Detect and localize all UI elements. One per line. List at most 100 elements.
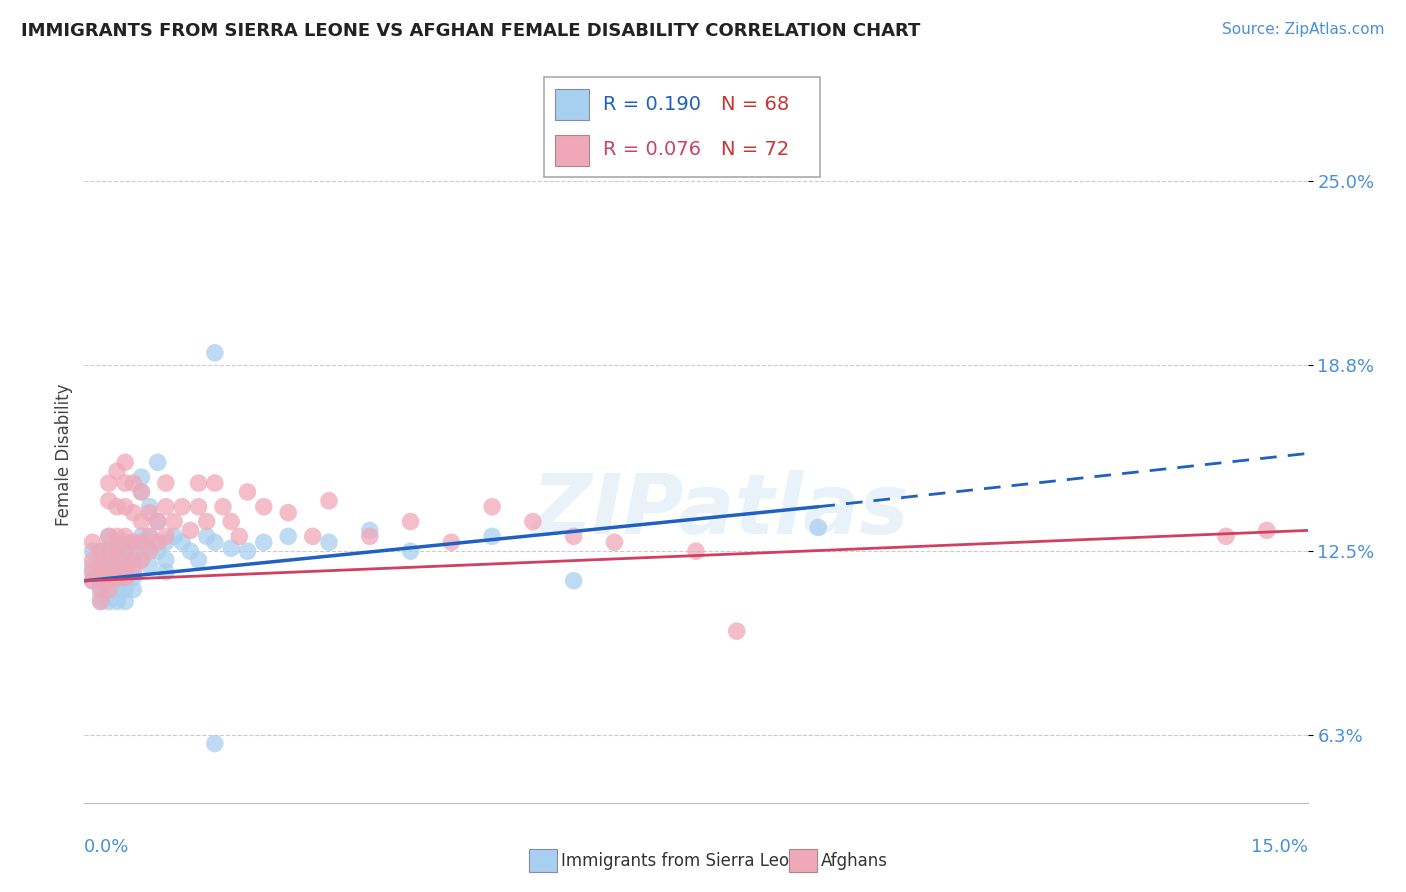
Point — [155, 500, 177, 514]
Point — [155, 529, 177, 543]
Point — [359, 524, 381, 538]
Point — [105, 529, 128, 543]
Point — [122, 476, 145, 491]
Point — [146, 515, 169, 529]
Point — [122, 565, 145, 579]
Point — [236, 484, 259, 499]
Point — [82, 574, 104, 588]
Point — [131, 541, 153, 556]
Point — [138, 500, 160, 514]
Point — [481, 529, 503, 543]
Point — [122, 558, 145, 573]
Point — [122, 535, 145, 549]
Point — [228, 529, 250, 543]
Point — [90, 571, 112, 585]
Point — [204, 737, 226, 751]
Point — [155, 553, 177, 567]
Point — [105, 594, 128, 608]
Point — [90, 594, 112, 608]
Text: 15.0%: 15.0% — [1250, 838, 1308, 856]
Point — [163, 529, 186, 543]
Point — [90, 580, 112, 594]
Text: 0.0%: 0.0% — [84, 838, 129, 856]
Point — [204, 535, 226, 549]
Point — [90, 558, 112, 573]
Point — [138, 541, 160, 556]
Text: N = 68: N = 68 — [721, 95, 790, 114]
Point — [105, 558, 128, 573]
Point — [219, 515, 242, 529]
Point — [114, 455, 136, 469]
Point — [1215, 529, 1237, 543]
Point — [97, 529, 120, 543]
Point — [146, 515, 169, 529]
Point — [82, 553, 104, 567]
Point — [90, 594, 112, 608]
Point — [82, 558, 104, 573]
Point — [97, 565, 120, 579]
Point — [562, 529, 585, 543]
Point — [146, 535, 169, 549]
Point — [131, 535, 153, 549]
Point — [105, 464, 128, 478]
Point — [163, 515, 186, 529]
Point — [481, 500, 503, 514]
Point — [90, 544, 112, 558]
Point — [97, 574, 120, 588]
Point — [90, 582, 112, 597]
Point — [187, 553, 209, 567]
Point — [90, 553, 112, 567]
Point — [114, 571, 136, 585]
FancyBboxPatch shape — [555, 89, 589, 120]
Point — [90, 562, 112, 576]
Y-axis label: Female Disability: Female Disability — [55, 384, 73, 526]
Point — [114, 558, 136, 573]
Point — [138, 529, 160, 543]
Point — [122, 535, 145, 549]
Point — [114, 529, 136, 543]
Point — [685, 544, 707, 558]
Point — [212, 500, 235, 514]
Point — [82, 574, 104, 588]
Point — [97, 544, 120, 558]
Point — [114, 571, 136, 585]
Point — [440, 535, 463, 549]
Point — [114, 558, 136, 573]
Point — [359, 529, 381, 543]
Text: ZIPatlas: ZIPatlas — [531, 470, 910, 551]
Point — [105, 571, 128, 585]
Point — [105, 547, 128, 561]
Point — [122, 553, 145, 567]
Point — [82, 565, 104, 579]
Point — [138, 506, 160, 520]
Point — [105, 571, 128, 585]
Point — [187, 500, 209, 514]
Point — [122, 547, 145, 561]
Point — [195, 529, 218, 543]
Text: N = 72: N = 72 — [721, 140, 790, 159]
Text: Source: ZipAtlas.com: Source: ZipAtlas.com — [1222, 22, 1385, 37]
Point — [97, 493, 120, 508]
Point — [105, 535, 128, 549]
Point — [138, 529, 160, 543]
Point — [82, 535, 104, 549]
Point — [277, 529, 299, 543]
Point — [155, 476, 177, 491]
Point — [114, 500, 136, 514]
Point — [138, 558, 160, 573]
Point — [105, 500, 128, 514]
Point — [138, 544, 160, 558]
Point — [114, 476, 136, 491]
Point — [131, 553, 153, 567]
Text: Afghans: Afghans — [821, 852, 889, 870]
Point — [97, 541, 120, 556]
Point — [522, 515, 544, 529]
Point — [603, 535, 626, 549]
Point — [90, 544, 112, 558]
Point — [122, 506, 145, 520]
Point — [97, 529, 120, 543]
Point — [131, 553, 153, 567]
Point — [179, 524, 201, 538]
Point — [105, 558, 128, 573]
Point — [131, 529, 153, 543]
